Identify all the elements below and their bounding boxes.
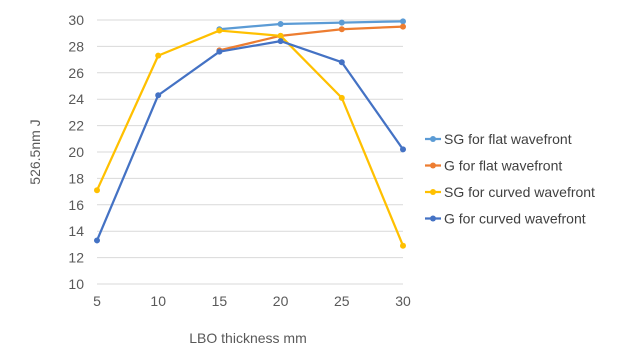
legend-marker [430, 215, 436, 222]
series-lines [94, 18, 406, 249]
y-tick-label: 24 [68, 91, 84, 107]
y-tick-label: 20 [68, 144, 84, 160]
y-tick-label: 28 [68, 38, 84, 54]
data-point [277, 38, 284, 45]
data-point [338, 26, 345, 33]
legend-marker [430, 162, 436, 169]
legend-item: SG for flat wavefront [425, 131, 572, 147]
x-tick-label: 15 [212, 293, 228, 309]
legend: SG for flat wavefront G for flat wavefron… [425, 131, 595, 227]
x-tick-label: 20 [273, 293, 289, 309]
y-axis-title: 526.5nm J [27, 119, 43, 184]
data-point [400, 18, 406, 25]
y-tick-label: 14 [68, 223, 84, 239]
y-tick-label: 30 [68, 12, 84, 28]
y-tick-label: 16 [68, 197, 84, 213]
legend-item: G for curved wavefront [425, 211, 586, 227]
data-point [277, 20, 284, 27]
data-point [277, 32, 284, 39]
data-point [400, 242, 406, 249]
legend-item: SG for curved wavefront [425, 184, 595, 200]
legend-label: G for flat wavefront [444, 158, 562, 174]
x-tick-label: 25 [334, 293, 350, 309]
data-point [155, 92, 162, 99]
data-point [338, 59, 345, 66]
data-point [400, 23, 406, 30]
series-line [95, 39, 404, 241]
data-point [338, 19, 345, 26]
data-point [94, 237, 100, 244]
x-tick-label: 30 [395, 293, 411, 309]
data-point [400, 146, 406, 153]
y-tick-label: 26 [68, 65, 84, 81]
y-tick-label: 18 [68, 170, 84, 186]
y-tick-label: 10 [68, 276, 84, 292]
series-line [95, 29, 405, 247]
x-tick-label: 5 [93, 293, 101, 309]
x-axis-ticks: 5 10 15 20 25 30 [93, 293, 411, 309]
legend-item: G for flat wavefront [425, 158, 562, 174]
legend-label: SG for flat wavefront [444, 131, 572, 147]
data-point [94, 187, 100, 194]
data-point [338, 94, 345, 101]
x-tick-label: 10 [150, 293, 166, 309]
data-point [216, 27, 223, 34]
series-line [219, 25, 404, 52]
y-tick-label: 12 [68, 250, 84, 266]
legend-label: G for curved wavefront [444, 211, 586, 227]
grid-lines [97, 19, 403, 285]
series-3 [94, 27, 406, 249]
legend-label: SG for curved wavefront [444, 184, 595, 200]
data-point [216, 48, 223, 55]
data-point [155, 52, 162, 59]
legend-marker [430, 189, 436, 195]
series-line [219, 20, 404, 31]
series-4 [94, 38, 406, 244]
legend-marker [430, 136, 436, 142]
y-axis-ticks: 10 12 14 16 18 20 22 24 26 28 30 [68, 12, 84, 292]
y-tick-label: 22 [68, 118, 84, 134]
x-axis-title: LBO thickness mm [189, 330, 306, 346]
